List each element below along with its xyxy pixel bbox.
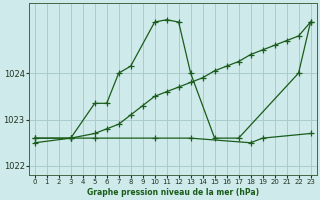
- X-axis label: Graphe pression niveau de la mer (hPa): Graphe pression niveau de la mer (hPa): [87, 188, 259, 197]
